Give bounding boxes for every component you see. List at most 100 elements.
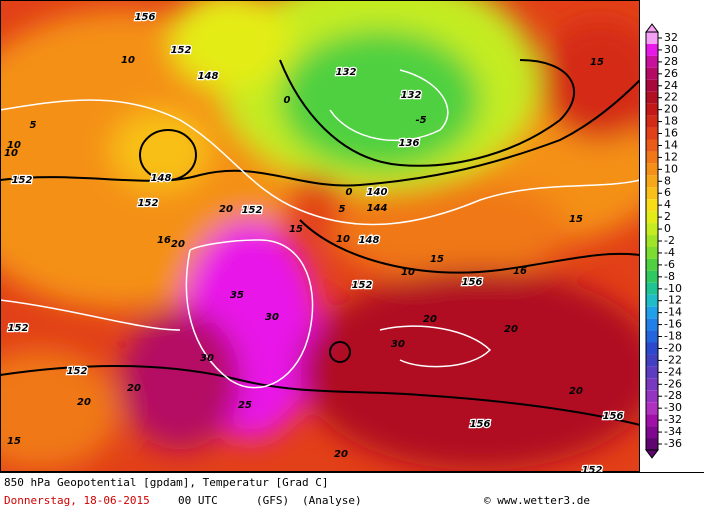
colorbar-label: -26 — [664, 377, 682, 390]
contour-label: 20 — [334, 449, 348, 460]
colorbar-label: 22 — [664, 91, 678, 104]
contour-label: 20 — [77, 397, 91, 408]
contour-label: 10 — [121, 55, 135, 66]
colorbar-swatch — [646, 354, 658, 367]
contour-label: 35 — [230, 290, 244, 301]
colorbar-label: -36 — [664, 437, 682, 450]
contour-label: 30 — [265, 312, 279, 323]
colorbar-label: 24 — [664, 79, 678, 92]
colorbar-swatch — [646, 163, 658, 176]
colorbar-swatch — [646, 211, 658, 224]
colorbar-label: -16 — [664, 318, 682, 331]
contour-label: 156 — [470, 419, 491, 430]
contour-label: 5 — [339, 204, 346, 215]
colorbar-swatch — [646, 55, 658, 68]
contour-label: 156 — [135, 12, 156, 23]
contour-label: 156 — [462, 277, 483, 288]
contour-label: 132 — [401, 90, 422, 101]
colorbar-label: 12 — [664, 150, 678, 163]
colorbar-swatch — [646, 306, 658, 319]
colorbar-label: 32 — [664, 31, 678, 44]
colorbar-label: -2 — [664, 234, 675, 247]
contour-label: 10 — [336, 234, 350, 245]
colorbar-swatch — [646, 79, 658, 92]
contour-label: 5 — [30, 120, 37, 131]
contour-label: 20 — [219, 204, 233, 215]
footer-title: 850 hPa Geopotential [gpdam], Temperatur… — [4, 476, 329, 489]
colorbar-swatch — [646, 139, 658, 152]
colorbar-swatch — [646, 32, 658, 44]
colorbar-swatch — [646, 103, 658, 116]
colorbar-label: 8 — [664, 174, 671, 187]
footer-run: (Analyse) — [302, 494, 362, 507]
contour-label: 152 — [12, 175, 33, 186]
contour-label: 0 — [346, 187, 353, 198]
colorbar-swatch — [646, 282, 658, 295]
colorbar-frame — [645, 31, 659, 451]
contour-label: 0 — [284, 95, 291, 106]
colorbar-label: 14 — [664, 138, 678, 151]
contour-label: 15 — [289, 224, 303, 235]
colorbar-label: 6 — [664, 186, 671, 199]
colorbar-swatch — [646, 426, 658, 439]
colorbar-swatch — [646, 438, 658, 450]
contour-label: 20 — [171, 239, 185, 250]
colorbar-label: 4 — [664, 198, 671, 211]
contour-label: 25 — [238, 400, 252, 411]
contour-label: 148 — [359, 235, 380, 246]
colorbar-label: -10 — [664, 282, 682, 295]
contour-label: 152 — [67, 366, 88, 377]
contour-label: 15 — [569, 214, 583, 225]
contour-label: 20 — [569, 386, 583, 397]
colorbar-label: -8 — [664, 270, 675, 283]
colorbar-label: -34 — [664, 425, 682, 438]
contour-label: 30 — [200, 353, 214, 364]
contour-label: 16 — [513, 266, 527, 277]
contour-label: 148 — [151, 173, 172, 184]
contour-label: 152 — [171, 45, 192, 56]
contour-label: 10 — [7, 140, 21, 151]
map-field — [0, 0, 640, 472]
contour-label: 152 — [352, 280, 373, 291]
colorbar-swatch — [646, 318, 658, 331]
contour-label: 20 — [127, 383, 141, 394]
colorbar-swatch — [646, 235, 658, 247]
colorbar-label: -28 — [664, 389, 682, 402]
contour-label: 20 — [504, 324, 518, 335]
map-frame — [0, 0, 640, 472]
colorbar-label: -24 — [664, 365, 682, 378]
colorbar-label: -6 — [664, 258, 675, 271]
contour-label: 20 — [423, 314, 437, 325]
colorbar-swatch — [646, 342, 658, 355]
colorbar-label: 16 — [664, 127, 678, 140]
contour-label: 15 — [430, 254, 444, 265]
colorbar-label: 26 — [664, 67, 678, 80]
colorbar-top-arrow — [645, 23, 659, 33]
contour-label: 10 — [401, 267, 415, 278]
footer-source: © www.wetter3.de — [484, 494, 590, 507]
colorbar-label: -22 — [664, 353, 682, 366]
colorbar-label: 18 — [664, 115, 678, 128]
colorbar-label: -30 — [664, 401, 682, 414]
footer-date: Donnerstag, 18-06-2015 — [4, 494, 150, 507]
contour-label: 152 — [8, 323, 29, 334]
contour-label: 148 — [198, 71, 219, 82]
contour-label: 15 — [7, 436, 21, 447]
colorbar-swatch — [646, 127, 658, 140]
colorbar-swatch — [646, 246, 658, 259]
colorbar-swatch — [646, 115, 658, 128]
colorbar-swatch — [646, 199, 658, 212]
contour-label: 140 — [367, 187, 388, 198]
colorbar-label: -14 — [664, 306, 682, 319]
colorbar-swatch — [646, 151, 658, 164]
colorbar-swatch — [646, 366, 658, 379]
footer-time: 00 UTC — [178, 494, 218, 507]
contour-label: 16 — [157, 235, 171, 246]
colorbar-swatch — [646, 414, 658, 427]
colorbar-swatch — [646, 330, 658, 343]
colorbar-swatch — [646, 402, 658, 415]
colorbar-bottom-arrow — [645, 449, 659, 459]
contour-label: 136 — [399, 138, 420, 149]
contour-label: 30 — [391, 339, 405, 350]
